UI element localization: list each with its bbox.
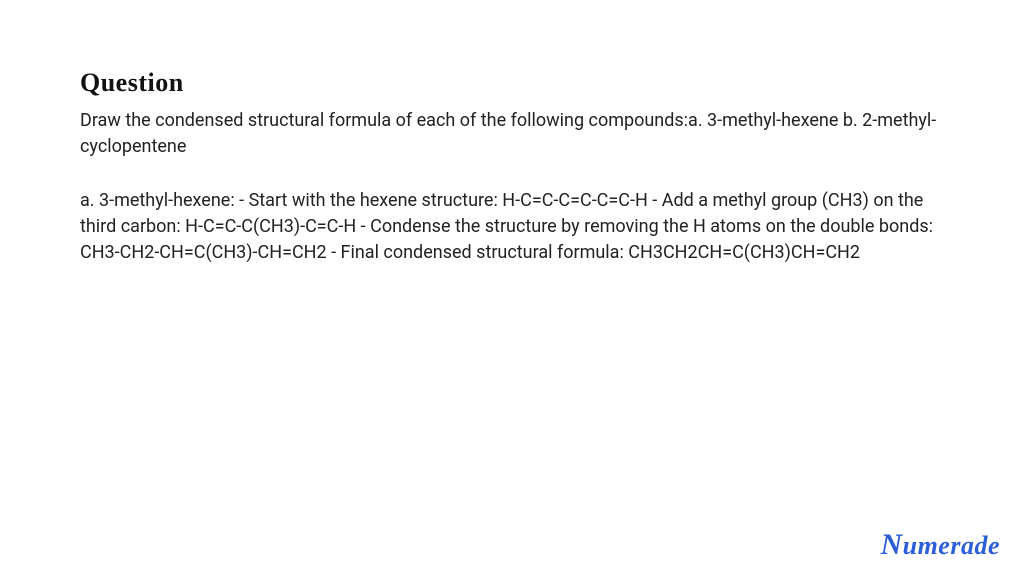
question-prompt: Draw the condensed structural formula of… [80, 108, 944, 160]
brand-rest: umerade [903, 531, 1000, 560]
brand-first-letter: N [880, 528, 902, 561]
page: Question Draw the condensed structural f… [0, 0, 1024, 576]
brand-logo: Numerade [880, 528, 1000, 562]
question-heading: Question [80, 68, 944, 98]
answer-body: a. 3-methyl-hexene: - Start with the hex… [80, 188, 944, 266]
